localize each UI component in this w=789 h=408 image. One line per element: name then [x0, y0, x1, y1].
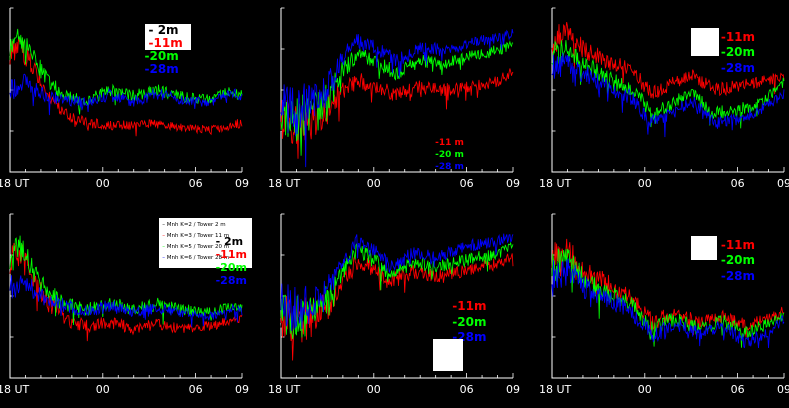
legend-entry: -20m [452, 314, 487, 329]
legend: - 2m -11m -20m -28m [215, 234, 247, 288]
legend-entry: - 2m [215, 234, 244, 248]
legend-entry: -28m [720, 60, 756, 75]
series-20m-line [551, 40, 785, 129]
x-tick-label: 09 [235, 383, 249, 396]
series-11m-line [9, 37, 243, 137]
legend-entry: -11m [215, 247, 247, 261]
x-tick-label: 00 [638, 383, 652, 396]
legend-entry: -11m [720, 29, 756, 44]
x-tick-label: 09 [235, 177, 249, 190]
x-tick-label: 06 [189, 383, 203, 396]
x-tick-label: 06 [460, 177, 474, 190]
series-20m-line [551, 248, 785, 348]
legend-box [432, 338, 463, 371]
x-tick-label: 09 [506, 383, 520, 396]
x-tick-label: 00 [96, 177, 110, 190]
series-28m-line [280, 29, 514, 168]
x-tick-label: 18 UT [0, 177, 30, 190]
legend-entry: -28m [144, 62, 179, 77]
series-28m-line [9, 73, 243, 116]
x-tick-label: 09 [777, 383, 789, 396]
x-tick-label: 00 [96, 383, 110, 396]
legend-entry: -28m [720, 268, 756, 283]
legend-box [691, 27, 720, 56]
plot-bottom-right: 18 UT 00 06 09 [539, 213, 789, 396]
legend-entry: -28m [215, 273, 247, 287]
legend-row-label: Mnh K=5 / Tower 20 m [166, 243, 230, 250]
series-20m-line [280, 241, 514, 340]
legend-dash: – [162, 232, 167, 239]
legend-box [691, 235, 718, 260]
legend-row: – Mnh K=6 / Tower 28 m [162, 253, 249, 264]
panel-bottom-right: 18 UT 00 06 09 -11m -20m -28m [539, 208, 789, 406]
series-2m-line [9, 38, 243, 112]
legend-entry: -20m [144, 49, 179, 64]
legend-entry: -20m [215, 260, 247, 274]
legend-entry: - 2m [144, 23, 191, 37]
legend-dash: – [162, 254, 167, 261]
legend-row: – Mnh K=5 / Tower 20 m [162, 242, 249, 253]
legend-row-label: Mnh K=2 / Tower 2 m [166, 221, 226, 228]
axes [280, 7, 514, 173]
legend-dash: – [162, 221, 167, 228]
legend: -11m -20m -28m [721, 238, 755, 285]
x-tick-label: 00 [638, 177, 652, 190]
legend-entry: -20m [720, 253, 756, 268]
x-tick-label: 18 UT [539, 383, 572, 396]
legend-row-label: Mnh K=6 / Tower 28 m [166, 254, 230, 261]
panel-top-right: 18 UT 00 06 09 -11m -20m -28m [539, 2, 789, 200]
x-tick-label: 18 UT [0, 383, 30, 396]
x-tick-label: 09 [506, 177, 520, 190]
legend-entry: -11m [720, 237, 756, 252]
panel-top-left: 18 UT 00 06 09 - 2m -11m -20m -28m [0, 2, 249, 200]
panel-bottom-middle: 18 UT 00 06 09 -11m -20m -28m [268, 208, 520, 406]
panel-bottom-left: 18 UT 00 06 09– Mnh K=2 / Tower 2 m – Mnh K=… [0, 208, 253, 406]
plot-top-right: 18 UT 00 06 09 [539, 7, 789, 190]
series-28m-line [9, 275, 243, 327]
series-20m-line [9, 28, 243, 115]
x-tick-label: 06 [731, 177, 745, 190]
legend-dash: – [162, 243, 167, 250]
legend-entry: - 2 m [435, 125, 461, 136]
series-2m-line [280, 70, 514, 153]
x-tick-label: 18 UT [268, 177, 301, 190]
legend-entry: -11m [144, 36, 191, 51]
legend-row-label: Mnh K=3 / Tower 11 m [166, 232, 230, 239]
legend-entry: -20m [720, 45, 756, 60]
x-tick-label: 00 [367, 177, 381, 190]
x-tick-label: 06 [731, 383, 745, 396]
panel-top-middle: 18 UT 00 06 09 - 2 m -11 m -20 m -28 m [268, 2, 520, 200]
series-28m-line [551, 52, 785, 138]
series-28m-line [280, 233, 514, 332]
legend-box: – Mnh K=2 / Tower 2 m – Mnh K=3 / Tower 1… [159, 217, 253, 268]
legend: - 2m -11m -20m -28m [144, 23, 191, 77]
plot-bottom-left: 18 UT 00 06 09 [0, 213, 249, 396]
series-11m-line [551, 22, 785, 99]
series-28m-line [551, 258, 785, 349]
legend-entry: -11m [452, 299, 487, 314]
legend-row: – Mnh K=2 / Tower 2 m [162, 220, 249, 231]
legend-entry: -28 m [435, 162, 464, 173]
x-tick-label: 06 [189, 177, 203, 190]
x-tick-label: 18 UT [539, 177, 572, 190]
legend-entry: -11 m [435, 137, 464, 148]
series-20m-line [280, 40, 514, 156]
x-tick-label: 06 [460, 383, 474, 396]
plot-top-middle: 18 UT 00 06 09 [268, 7, 520, 190]
axes [551, 7, 785, 173]
legend-entry: -20 m [435, 150, 464, 161]
x-tick-label: 09 [777, 177, 789, 190]
legend: - 2 m -11 m -20 m -28 m [435, 125, 464, 174]
plot-top-left: 18 UT 00 06 09 [0, 7, 249, 190]
legend: -11m -20m -28m [721, 30, 755, 77]
axes [280, 213, 514, 379]
plot-bottom-middle: 18 UT 00 06 09 [268, 213, 520, 396]
x-tick-label: 00 [367, 383, 381, 396]
legend-row: – Mnh K=3 / Tower 11 m [162, 231, 249, 242]
x-tick-label: 18 UT [268, 383, 301, 396]
